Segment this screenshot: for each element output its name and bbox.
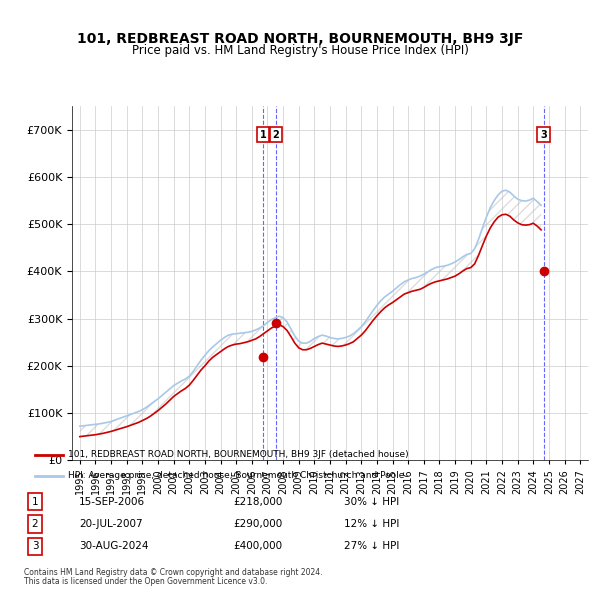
Text: 3: 3	[540, 130, 547, 139]
Text: Contains HM Land Registry data © Crown copyright and database right 2024.: Contains HM Land Registry data © Crown c…	[24, 568, 323, 576]
Text: 1: 1	[260, 130, 266, 139]
Text: 2: 2	[272, 130, 280, 139]
Text: This data is licensed under the Open Government Licence v3.0.: This data is licensed under the Open Gov…	[24, 577, 268, 586]
Text: 15-SEP-2006: 15-SEP-2006	[79, 497, 145, 507]
Text: 30% ↓ HPI: 30% ↓ HPI	[344, 497, 400, 507]
Text: 101, REDBREAST ROAD NORTH, BOURNEMOUTH, BH9 3JF: 101, REDBREAST ROAD NORTH, BOURNEMOUTH, …	[77, 32, 523, 47]
Text: Price paid vs. HM Land Registry's House Price Index (HPI): Price paid vs. HM Land Registry's House …	[131, 44, 469, 57]
Text: £290,000: £290,000	[234, 519, 283, 529]
Text: £400,000: £400,000	[234, 542, 283, 552]
Text: 12% ↓ HPI: 12% ↓ HPI	[344, 519, 400, 529]
Text: 27% ↓ HPI: 27% ↓ HPI	[344, 542, 400, 552]
Text: 20-JUL-2007: 20-JUL-2007	[79, 519, 143, 529]
Text: £218,000: £218,000	[234, 497, 283, 507]
Text: 2: 2	[32, 519, 38, 529]
Text: HPI: Average price, detached house, Bournemouth Christchurch and Poole: HPI: Average price, detached house, Bour…	[68, 471, 404, 480]
Text: 1: 1	[32, 497, 38, 507]
Text: 30-AUG-2024: 30-AUG-2024	[79, 542, 149, 552]
Text: 101, REDBREAST ROAD NORTH, BOURNEMOUTH, BH9 3JF (detached house): 101, REDBREAST ROAD NORTH, BOURNEMOUTH, …	[68, 450, 409, 460]
Text: 3: 3	[32, 542, 38, 552]
